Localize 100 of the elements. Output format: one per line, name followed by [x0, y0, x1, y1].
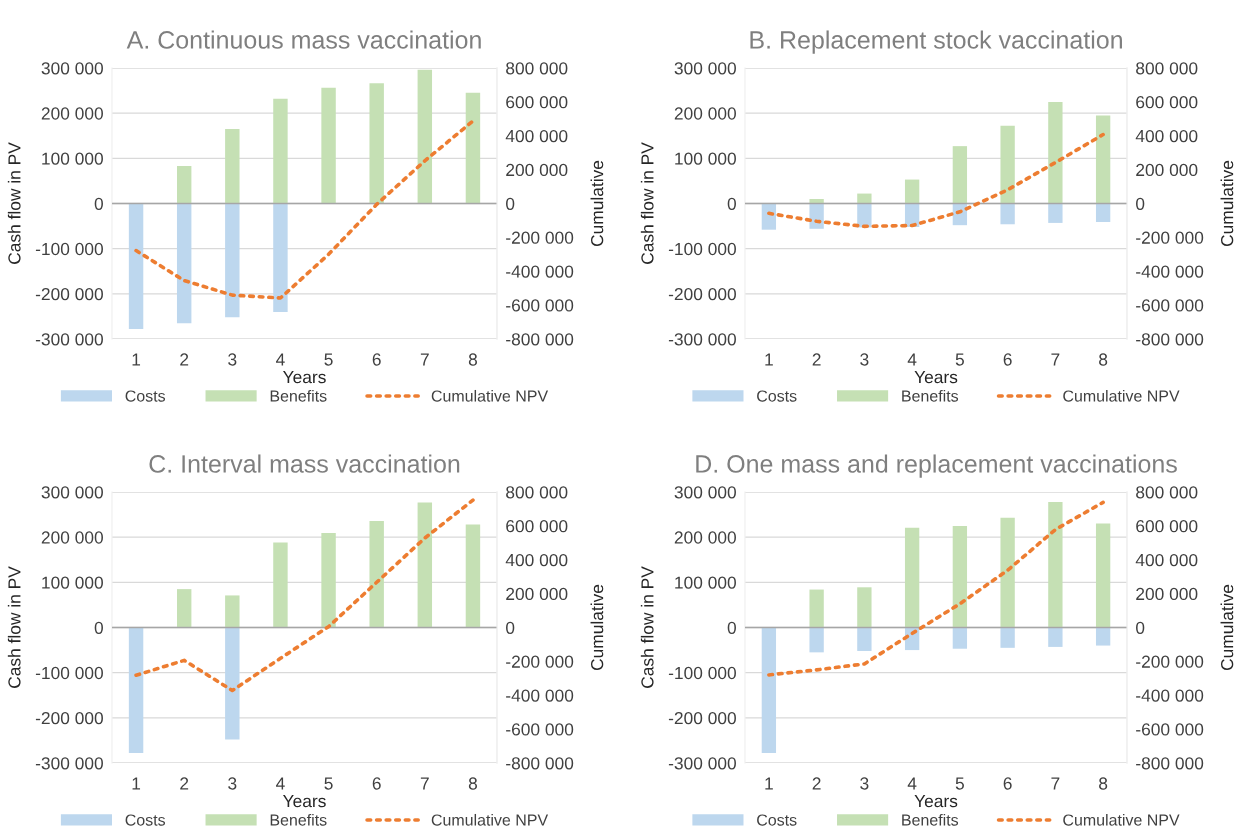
y-tick-label: 200 000: [674, 107, 736, 120]
x-axis-title: Years: [283, 371, 326, 384]
bar: [176, 589, 192, 628]
bar: [128, 627, 144, 754]
y-tick-label: -300 000: [668, 333, 736, 346]
y-tick-label: 300 000: [41, 486, 103, 499]
y2-tick-label: 600 000: [506, 520, 568, 533]
y-axis-title: Cash flow in PV: [640, 142, 654, 264]
x-tick-label: 7: [1051, 353, 1060, 366]
bar: [321, 533, 336, 628]
y-tick-label: -100 000: [668, 666, 736, 680]
x-tick-label: 5: [324, 777, 333, 790]
y2-tick-label: -800 000: [1136, 757, 1204, 770]
bar: [176, 166, 192, 204]
y-tick-label: -200 000: [668, 712, 736, 725]
y2-tick-label: 0: [506, 197, 515, 210]
y2-tick-label: -400 000: [1136, 689, 1204, 702]
y2-tick-label: -400 000: [1136, 265, 1204, 278]
y2-axis-title: Cumulative: [590, 584, 604, 671]
y2-tick-label: -800 000: [506, 333, 574, 346]
y2-tick-label: 600 000: [1136, 520, 1198, 533]
bar: [761, 627, 777, 754]
y2-tick-label: 800 000: [1136, 62, 1198, 75]
x-tick-label: 1: [765, 353, 773, 366]
y2-tick-label: 800 000: [1136, 486, 1198, 499]
bar: [321, 87, 336, 204]
x-tick-label: 3: [860, 353, 869, 366]
y-tick-label: 0: [727, 197, 736, 210]
y2-axis-title: Cumulative: [1220, 584, 1234, 671]
x-tick-label: 6: [372, 353, 381, 366]
y-tick-label: 300 000: [674, 486, 736, 499]
x-tick-label: 5: [324, 353, 333, 366]
y-tick-label: 300 000: [674, 62, 736, 75]
x-tick-label: 8: [468, 777, 478, 790]
x-tick-label: 4: [276, 353, 285, 366]
x-tick-label: 7: [1051, 777, 1060, 790]
bar: [1095, 203, 1111, 223]
y2-tick-label: 600 000: [1136, 96, 1198, 109]
y-tick-label: -200 000: [35, 712, 103, 725]
bar: [1048, 203, 1063, 223]
bar: [809, 589, 824, 628]
x-tick-label: 1: [132, 777, 141, 790]
x-tick-label: 2: [180, 777, 189, 790]
bar: [1048, 101, 1063, 204]
bar: [369, 83, 384, 204]
y2-tick-label: 200 000: [506, 163, 568, 177]
y-tick-label: 200 000: [41, 531, 103, 544]
y2-axis-title: Cumulative: [1220, 160, 1234, 247]
y2-tick-label: 0: [1136, 197, 1145, 210]
legend-label: Costs: [125, 390, 166, 402]
bar: [857, 193, 872, 204]
x-tick-label: 7: [420, 353, 429, 366]
legend-label: Benefits: [270, 813, 327, 826]
y-tick-label: 100 000: [42, 576, 103, 589]
y2-tick-label: -600 000: [506, 299, 574, 312]
x-tick-label: 5: [955, 353, 964, 366]
line-series: [134, 119, 475, 300]
x-axis-title: Years: [914, 371, 958, 384]
x-tick-label: 3: [228, 353, 237, 366]
bar: [225, 595, 240, 628]
legend-label: Costs: [757, 814, 797, 826]
legend-label: Benefits: [902, 389, 959, 402]
y2-tick-label: -400 000: [506, 265, 574, 278]
line-series: [767, 500, 1105, 677]
line-series: [767, 132, 1105, 229]
bar: [809, 198, 824, 204]
legend-label: Costs: [757, 390, 797, 402]
y2-tick-label: -600 000: [506, 723, 574, 736]
bar: [904, 179, 920, 204]
y-tick-label: -300 000: [35, 757, 103, 770]
x-tick-label: 7: [420, 777, 429, 790]
y2-tick-label: -200 000: [1136, 231, 1204, 244]
y2-tick-label: -200 000: [506, 231, 574, 244]
bar: [1048, 627, 1063, 647]
y-tick-label: -100 000: [35, 242, 103, 256]
bar: [465, 524, 481, 628]
x-tick-label: 5: [955, 777, 964, 790]
bar: [1095, 627, 1111, 646]
legend-label: Cumulative NPV: [1063, 813, 1180, 826]
bar: [952, 525, 968, 628]
x-tick-label: 4: [907, 777, 917, 790]
y2-tick-label: 800 000: [506, 486, 568, 499]
bar: [225, 128, 240, 204]
chart-title: B. Replacement stock vaccination: [750, 30, 1122, 54]
x-tick-label: 8: [1099, 777, 1108, 790]
y2-tick-label: 0: [1136, 621, 1145, 634]
legend-label: Costs: [125, 814, 166, 826]
y-tick-label: -200 000: [668, 288, 736, 301]
bar: [1000, 125, 1015, 204]
y-tick-label: 0: [727, 621, 736, 634]
bar: [809, 203, 824, 229]
legend-label: Cumulative NPV: [431, 389, 549, 402]
bar: [225, 203, 240, 318]
y-axis-title: Cash flow in PV: [7, 142, 21, 264]
bar: [952, 146, 968, 204]
y2-tick-label: 400 000: [505, 553, 568, 567]
x-tick-label: 4: [907, 353, 917, 366]
x-tick-label: 8: [468, 353, 478, 366]
y-tick-label: 200 000: [674, 531, 736, 544]
y-tick-label: -100 000: [35, 666, 103, 680]
